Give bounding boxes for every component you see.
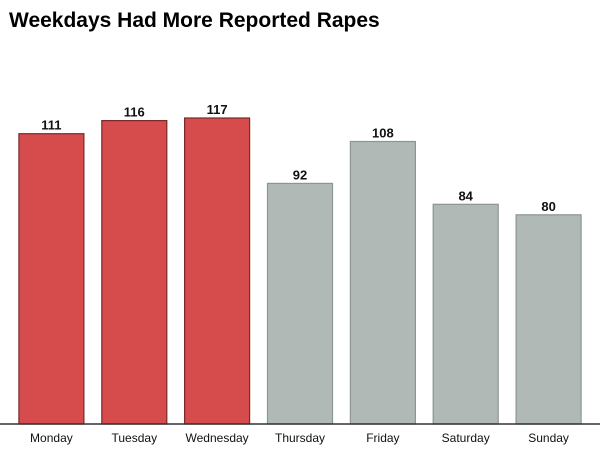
value-label-tuesday: 116	[124, 105, 145, 120]
bar-friday	[349, 140, 416, 425]
bars-group	[18, 117, 582, 425]
value-label-sunday: 80	[541, 199, 555, 214]
tick-label-saturday: Saturday	[442, 431, 490, 445]
value-label-saturday: 84	[458, 188, 473, 203]
tick-label-tuesday: Tuesday	[112, 431, 158, 445]
bar-sunday	[515, 214, 582, 425]
bar-thursday	[266, 182, 334, 425]
bar-tuesday	[101, 119, 168, 425]
bar-monday	[18, 133, 85, 425]
tick-label-wednesday: Wednesday	[186, 431, 249, 445]
value-labels-group: 111 116 117 92 108 84 80	[41, 102, 556, 214]
bar-wednesday	[184, 117, 251, 425]
bar-saturday	[432, 203, 499, 425]
tick-label-monday: Monday	[30, 431, 73, 445]
tick-label-friday: Friday	[366, 431, 399, 445]
value-label-thursday: 92	[293, 167, 307, 182]
chart-title: Weekdays Had More Reported Rapes	[9, 9, 380, 32]
tick-label-sunday: Sunday	[528, 431, 569, 445]
tick-label-thursday: Thursday	[275, 431, 325, 445]
value-label-wednesday: 117	[207, 102, 228, 117]
value-label-monday: 111	[41, 118, 61, 133]
value-label-friday: 108	[372, 126, 394, 141]
x-tick-labels-group: Monday Tuesday Wednesday Thursday Friday Satu…	[30, 431, 569, 445]
